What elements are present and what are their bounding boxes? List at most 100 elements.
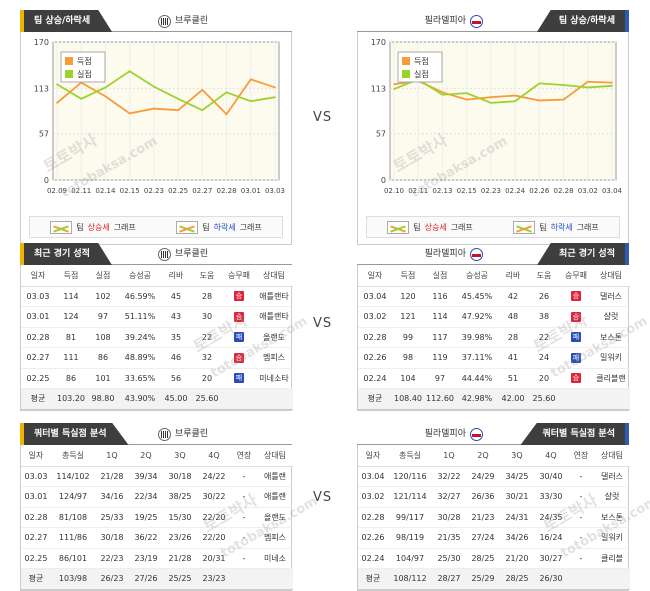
left-recent-panel: 최근 경기 성적 브루클린 일자 득점 실점 승성공 리바 도움 승무패 상대팀 03.03 1… bbox=[20, 243, 293, 411]
table-cell: 멤피스 bbox=[257, 527, 293, 549]
table-cell: - bbox=[231, 527, 257, 549]
table-cell: 38 bbox=[528, 306, 560, 328]
table-row[interactable]: 02.25 86 101 33.65% 56 20 패 미네소타 bbox=[21, 368, 293, 389]
x-tick-label: 02.27 bbox=[192, 187, 212, 195]
table-cell: 30/18 bbox=[95, 527, 129, 549]
table-cell: 26/36 bbox=[466, 486, 500, 508]
average-cell: 25.60 bbox=[191, 388, 223, 410]
legend-swatch bbox=[65, 57, 73, 65]
column-header: 승성공 bbox=[119, 265, 161, 287]
down-prefix: 팀 bbox=[539, 222, 547, 232]
table-row[interactable]: 02.28 99/117 30/28 21/23 24/31 24/35- 보스톤 bbox=[358, 507, 630, 528]
column-header: 승성공 bbox=[456, 265, 498, 287]
table-row[interactable]: 03.02 121 114 47.92% 48 38 승 샬럿 bbox=[358, 306, 630, 328]
table-row[interactable]: 02.27 111/86 30/18 36/22 23/26 22/20- 멤피스 bbox=[21, 527, 293, 549]
average-cell bbox=[255, 388, 293, 410]
x-tick-label: 02.25 bbox=[168, 187, 188, 195]
data-point bbox=[538, 82, 541, 85]
table-row[interactable]: 02.26 98/119 21/35 27/24 34/26 16/24- 밀워키 bbox=[358, 527, 630, 549]
column-header: 상대팀 bbox=[592, 265, 630, 287]
table-cell: 56 bbox=[161, 368, 191, 389]
data-point bbox=[104, 86, 107, 89]
x-tick-label: 02.15 bbox=[457, 187, 477, 195]
table-cell: 21/28 bbox=[163, 548, 197, 569]
table-cell: 승 bbox=[223, 286, 255, 307]
table-cell: 댈러스 bbox=[592, 286, 630, 307]
left-up-graph-button[interactable]: 팀 상승세 그래프 bbox=[50, 220, 136, 234]
table-cell: 02.28 bbox=[21, 507, 51, 528]
table-row[interactable]: 03.04 120/116 32/22 24/29 34/25 30/40- 댈러스 bbox=[358, 466, 630, 487]
table-cell: 승 bbox=[560, 286, 592, 307]
table-row[interactable]: 03.03 114/102 21/28 39/34 30/18 24/22- 애틀랜 bbox=[21, 466, 293, 487]
right-trend-chart: 0 57 113 170 02.10 02.11 02.13 02.15 02.23 02.24 0… bbox=[357, 32, 629, 245]
table-row[interactable]: 03.02 121/114 32/27 26/36 30/21 33/30- 샬럿 bbox=[358, 486, 630, 508]
table-row[interactable]: 03.01 124 97 51.11% 43 30 승 애틀랜타 bbox=[21, 306, 293, 328]
right-quarter-panel: 필라델피아 쿼터별 득실점 분석 일자 총득실 1Q 2Q 3Q 4Q 연장 상대팀 03.0… bbox=[357, 423, 630, 591]
table-row[interactable]: 03.03 114 102 46.59% 45 28 승 애틀랜타 bbox=[21, 286, 293, 307]
table-cell: 샬럿 bbox=[594, 486, 630, 508]
x-tick-label: 02.28 bbox=[217, 187, 237, 195]
table-row[interactable]: 02.26 98 119 37.11% 41 24 패 밀워키 bbox=[358, 347, 630, 369]
average-cell: 26/30 bbox=[534, 568, 568, 590]
right-quarter-body: 03.04 120/116 32/22 24/29 34/25 30/40- 댈러스 03.0… bbox=[358, 466, 630, 590]
table-cell: 39.24% bbox=[119, 327, 161, 348]
table-cell: 02.25 bbox=[21, 368, 55, 389]
column-header: 2Q bbox=[129, 445, 163, 467]
table-cell: 24 bbox=[528, 347, 560, 369]
table-cell: 28 bbox=[498, 327, 528, 348]
table-cell: 30/18 bbox=[163, 466, 197, 487]
left-quarter-table: 일자 총득실 1Q 2Q 3Q 4Q 연장 상대팀 03.03 114/102 21/28 39/3… bbox=[21, 445, 293, 590]
table-cell: - bbox=[231, 466, 257, 487]
column-header: 득점 bbox=[55, 265, 87, 287]
table-cell: 32 bbox=[191, 347, 223, 369]
average-cell: 112.60 bbox=[424, 388, 456, 410]
average-cell: 103/98 bbox=[51, 568, 95, 590]
down-prefix: 팀 bbox=[202, 222, 210, 232]
legend-label: 실점 bbox=[77, 69, 92, 79]
table-cell: 올랜도 bbox=[257, 507, 293, 528]
average-row: 평균 108.40 112.60 42.98% 42.00 25.60 bbox=[358, 388, 630, 410]
table-cell: 밀워키 bbox=[592, 347, 630, 369]
legend-label: 득점 bbox=[414, 56, 429, 66]
table-row[interactable]: 02.27 111 86 48.89% 46 32 승 멤피스 bbox=[21, 347, 293, 369]
column-header: 4Q bbox=[197, 445, 231, 467]
table-cell: 02.24 bbox=[358, 548, 388, 569]
table-cell: 116 bbox=[424, 286, 456, 307]
table-cell: 121 bbox=[392, 306, 424, 328]
table-row[interactable]: 02.24 104/97 25/30 28/25 21/20 30/27- 클리블 bbox=[358, 548, 630, 569]
average-cell: 42.00 bbox=[498, 388, 528, 410]
table-cell: 32/22 bbox=[432, 466, 466, 487]
table-row[interactable]: 02.28 81/108 25/33 19/25 15/30 22/20- 올랜도 bbox=[21, 507, 293, 528]
column-header: 4Q bbox=[534, 445, 568, 467]
average-cell: 평균 bbox=[358, 388, 392, 410]
data-point bbox=[465, 98, 468, 101]
table-cell: 멤피스 bbox=[255, 347, 293, 369]
x-tick-label: 03.04 bbox=[602, 187, 623, 195]
table-row[interactable]: 03.04 120 116 45.45% 42 26 승 댈러스 bbox=[358, 286, 630, 307]
table-row[interactable]: 02.28 99 117 39.98% 28 22 패 보스톤 bbox=[358, 327, 630, 348]
table-cell: 24/35 bbox=[534, 507, 568, 528]
left-down-graph-button[interactable]: 팀 하락세 그래프 bbox=[176, 220, 262, 234]
table-cell: 승 bbox=[560, 368, 592, 389]
table-row[interactable]: 02.24 104 97 44.44% 51 20 승 클리블랜 bbox=[358, 368, 630, 389]
data-point bbox=[201, 89, 204, 91]
table-cell: 승 bbox=[223, 347, 255, 369]
up-word: 상승세 bbox=[424, 222, 447, 232]
table-row[interactable]: 02.28 81 108 39.24% 35 22 패 올랜도 bbox=[21, 327, 293, 348]
table-row[interactable]: 03.01 124/97 34/16 22/34 38/25 30/22- 애틀랜 bbox=[21, 486, 293, 508]
right-up-graph-button[interactable]: 팀 상승세 그래프 bbox=[387, 220, 473, 234]
vs-label-1: VS bbox=[313, 110, 333, 125]
right-recent-table-wrap: 일자 득점 실점 승성공 리바 도움 승무패 상대팀 03.04 120 116 45.45% 42 2… bbox=[357, 265, 630, 411]
table-row[interactable]: 02.25 86/101 22/23 23/19 21/28 20/31- 미네소 bbox=[21, 548, 293, 569]
table-cell: 22 bbox=[528, 327, 560, 348]
table-cell: - bbox=[231, 507, 257, 528]
data-point bbox=[562, 84, 565, 86]
table-cell: 23/19 bbox=[129, 548, 163, 569]
table-cell: 30 bbox=[191, 306, 223, 328]
table-cell: 미네소타 bbox=[255, 368, 293, 389]
brooklyn-logo-icon bbox=[158, 247, 171, 261]
right-down-graph-button[interactable]: 팀 하락세 그래프 bbox=[513, 220, 599, 234]
right-quarter-table-wrap: 일자 총득실 1Q 2Q 3Q 4Q 연장 상대팀 03.04 120/116 32/22 24/2… bbox=[357, 445, 630, 591]
table-cell: 19/25 bbox=[129, 507, 163, 528]
x-tick-label: 03.01 bbox=[241, 187, 261, 195]
